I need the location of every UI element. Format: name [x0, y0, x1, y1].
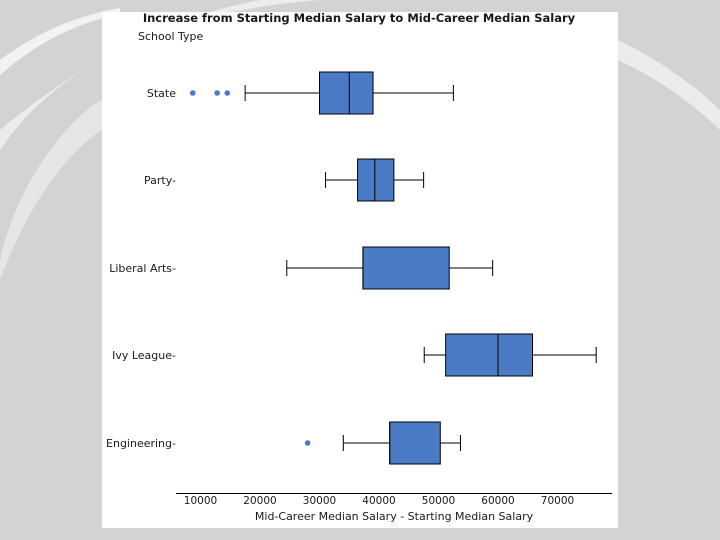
x-tick-label: 60000	[481, 495, 514, 507]
x-tick-label: 70000	[541, 495, 574, 507]
x-tick-label: 20000	[243, 495, 276, 507]
y-axis-title: School Type	[138, 30, 204, 43]
outlier-point-state	[189, 90, 196, 96]
category-label-liberal-arts: Liberal Arts-	[109, 262, 176, 275]
category-label-state: State	[147, 87, 176, 100]
box-party	[357, 158, 395, 202]
x-tick-label: 30000	[303, 495, 336, 507]
chart-panel: Increase from Starting Median Salary to …	[102, 12, 618, 528]
outlier-point-state	[224, 90, 231, 96]
outlier-point-engineering	[304, 440, 311, 446]
boxplot-chart: Increase from Starting Median Salary to …	[106, 12, 612, 523]
x-tick-label: 40000	[362, 495, 395, 507]
box-engineering	[389, 421, 441, 465]
category-label-party: Party-	[144, 174, 176, 187]
category-label-ivy-league: Ivy League-	[112, 349, 176, 362]
outlier-point-state	[214, 90, 220, 96]
x-tick-label: 50000	[422, 495, 455, 507]
box-liberal-arts	[362, 246, 450, 290]
box-state	[319, 71, 374, 115]
x-axis-title: Mid-Career Median Salary - Starting Medi…	[255, 510, 534, 523]
chart-title: Increase from Starting Median Salary to …	[143, 12, 576, 25]
box-ivy-league	[445, 333, 534, 377]
x-tick-label: 10000	[184, 495, 217, 507]
category-label-engineering: Engineering-	[106, 437, 176, 450]
